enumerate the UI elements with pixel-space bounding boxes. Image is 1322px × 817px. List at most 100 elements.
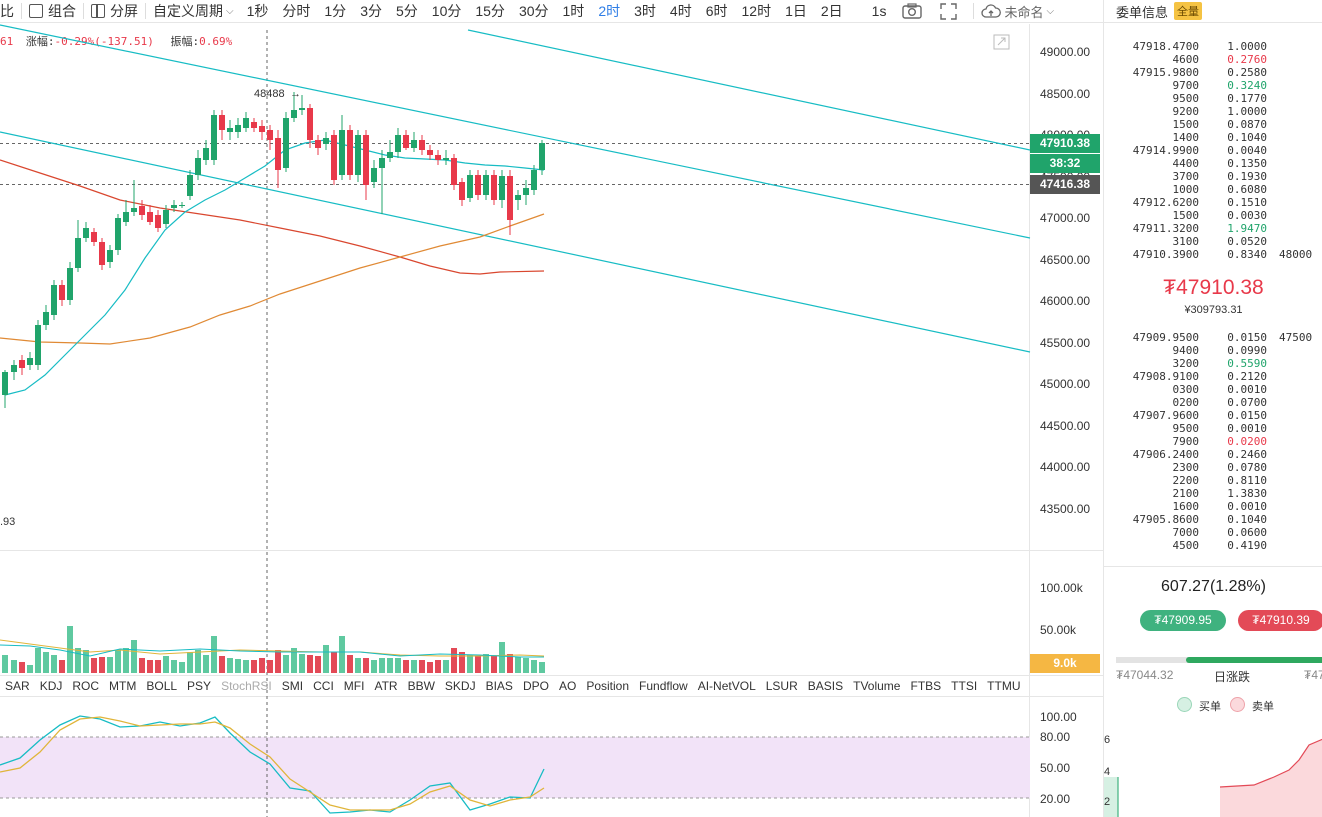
indicator-tab[interactable]: AO	[558, 679, 577, 693]
compare-button[interactable]: 比	[0, 0, 14, 22]
order-price: 1400	[1172, 131, 1200, 144]
indicator-tab[interactable]: MFI	[343, 679, 365, 693]
period-tab[interactable]: 5分	[395, 3, 418, 19]
indicator-tab[interactable]: ROC	[72, 679, 100, 693]
period-tab[interactable]: 6时	[705, 3, 728, 19]
indicator-tab[interactable]: SKDJ	[444, 679, 476, 693]
period-tab[interactable]: 4时	[669, 3, 692, 19]
candle-body	[219, 115, 225, 130]
order-book-row[interactable]: 0200 0.0700	[1113, 396, 1268, 409]
indicator-tab[interactable]: TVolume	[853, 679, 901, 693]
order-book-row[interactable]: 4600 0.2760	[1113, 53, 1268, 66]
order-book-row[interactable]: 47906.2400 0.2460	[1113, 448, 1267, 461]
indicator-tab[interactable]: BBW	[407, 679, 435, 693]
save-layout-dropdown[interactable]: 未命名 ⌵	[981, 0, 1054, 22]
order-book-row[interactable]: 9700 0.3240	[1113, 79, 1268, 92]
sell-legend-dot[interactable]	[1230, 697, 1245, 712]
indicator-tab[interactable]: FTBS	[910, 679, 942, 693]
price-axis-label: 47000.00	[1040, 211, 1091, 225]
order-book-row[interactable]: 0300 0.0010	[1113, 383, 1268, 396]
volume-bar	[139, 658, 145, 673]
candlestick-chart[interactable]: 48488 → .93	[0, 0, 1103, 817]
order-book-row[interactable]: 4400 0.1350	[1113, 157, 1268, 170]
order-book-row[interactable]: 1500 0.0870	[1113, 118, 1268, 131]
order-book-row[interactable]: 47910.3900 0.8340 48000	[1113, 248, 1312, 261]
period-tab[interactable]: 3时	[634, 3, 656, 19]
screenshot-button[interactable]	[902, 0, 923, 22]
order-book-row[interactable]: 47912.6200 0.1510	[1113, 196, 1267, 209]
order-book-row[interactable]: 1400 0.1040	[1113, 131, 1268, 144]
volume-bar	[363, 658, 369, 673]
indicator-tab[interactable]: ATR	[374, 679, 398, 693]
indicator-tab[interactable]: BASIS	[807, 679, 844, 693]
period-tab[interactable]: 12时	[741, 3, 772, 19]
custom-period-dropdown[interactable]: 自定义周期 ⌵	[153, 0, 234, 22]
order-book-row[interactable]: 1000 0.6080	[1113, 183, 1268, 196]
candle-body	[451, 158, 457, 185]
indicator-tab[interactable]: CCI	[313, 679, 334, 693]
layout-button[interactable]: 组合	[29, 0, 76, 22]
order-book-row[interactable]: 9200 1.0000	[1113, 105, 1268, 118]
period-tab[interactable]: 2时	[598, 3, 621, 19]
indicator-tab[interactable]: Fundflow	[639, 679, 688, 693]
indicator-tab[interactable]: TTSI	[951, 679, 978, 693]
order-book-row[interactable]: 2200 0.8110	[1113, 474, 1268, 487]
indicator-tab[interactable]: PSY	[187, 679, 212, 693]
order-book-row[interactable]: 47907.9600 0.0150	[1113, 409, 1267, 422]
period-tab[interactable]: 1分	[324, 3, 347, 19]
period-tab[interactable]: 1时	[562, 3, 585, 19]
maximize-pane-icon[interactable]	[993, 34, 1010, 50]
best-bid-button[interactable]: ₮47909.95	[1140, 610, 1226, 631]
order-book-row[interactable]: 4500 0.4190	[1113, 539, 1268, 552]
best-ask-button[interactable]: ₮47910.39	[1238, 610, 1322, 631]
period-tab[interactable]: 1秒	[246, 3, 269, 19]
order-book-row[interactable]: 47909.9500 0.0150 47500	[1113, 331, 1312, 344]
order-book-row[interactable]: 47915.9800 0.2580	[1113, 66, 1267, 79]
period-tab[interactable]: 分时	[282, 3, 311, 19]
indicator-tab[interactable]: TTMU	[987, 679, 1021, 693]
period-tab[interactable]: 3分	[360, 3, 382, 19]
order-book-row[interactable]: 47914.9900 0.0040	[1113, 144, 1267, 157]
period-tab[interactable]: 1日	[785, 3, 807, 19]
indicator-tab[interactable]: Position	[586, 679, 630, 693]
order-book-row[interactable]: 9400 0.0990	[1113, 344, 1268, 357]
indicator-tab[interactable]: DPO	[522, 679, 549, 693]
order-book-row[interactable]: 2100 1.3830	[1113, 487, 1268, 500]
indicator-tab[interactable]: KDJ	[39, 679, 63, 693]
order-book-row[interactable]: 9500 0.1770	[1113, 92, 1268, 105]
indicator-tab[interactable]: LSUR	[765, 679, 798, 693]
order-book-row[interactable]: 1600 0.0010	[1113, 500, 1268, 513]
indicator-tab[interactable]: BIAS	[485, 679, 513, 693]
order-book-row[interactable]: 9500 0.0010	[1113, 422, 1268, 435]
period-tab[interactable]: 2日	[820, 3, 843, 19]
order-book-row[interactable]: 7900 0.0200	[1113, 435, 1268, 448]
period-tab[interactable]: 10分	[431, 3, 462, 19]
indicator-tab[interactable]: AI-NetVOL	[697, 679, 756, 693]
volume-bar	[51, 655, 57, 673]
compare-label: 比	[0, 3, 14, 19]
order-book-row[interactable]: 3700 0.1930	[1113, 170, 1268, 183]
order-book-row[interactable]: 47918.4700 1.0000	[1113, 40, 1267, 53]
indicator-tab[interactable]: MTM	[109, 679, 137, 693]
order-book-annotation: 48000	[1279, 248, 1313, 261]
volume-bar	[499, 642, 505, 673]
indicator-tab[interactable]: SAR	[5, 679, 30, 693]
indicator-tab[interactable]: StochRSI	[221, 679, 272, 693]
period-tab[interactable]: 30分	[518, 3, 549, 19]
full-depth-badge[interactable]: 全量	[1174, 2, 1203, 20]
order-book-row[interactable]: 3100 0.0520	[1113, 235, 1268, 248]
order-book-row[interactable]: 2300 0.0780	[1113, 461, 1268, 474]
order-book-row[interactable]: 3200 0.5590	[1113, 357, 1268, 370]
fullscreen-button[interactable]	[940, 0, 958, 22]
order-book-row[interactable]: 47908.9100 0.2120	[1113, 370, 1267, 383]
split-screen-button[interactable]: 分屏	[91, 0, 138, 22]
interval-button[interactable]: 1s	[872, 0, 887, 22]
order-book-row[interactable]: 47911.3200 1.9470	[1113, 222, 1267, 235]
order-book-row[interactable]: 1500 0.0030	[1113, 209, 1268, 222]
indicator-tab[interactable]: SMI	[281, 679, 304, 693]
period-tab[interactable]: 15分	[475, 3, 505, 19]
order-book-row[interactable]: 47905.8600 0.1040	[1113, 513, 1267, 526]
indicator-tab[interactable]: BOLL	[146, 679, 178, 693]
buy-legend-dot[interactable]	[1177, 697, 1192, 712]
order-book-row[interactable]: 7000 0.0600	[1113, 526, 1268, 539]
